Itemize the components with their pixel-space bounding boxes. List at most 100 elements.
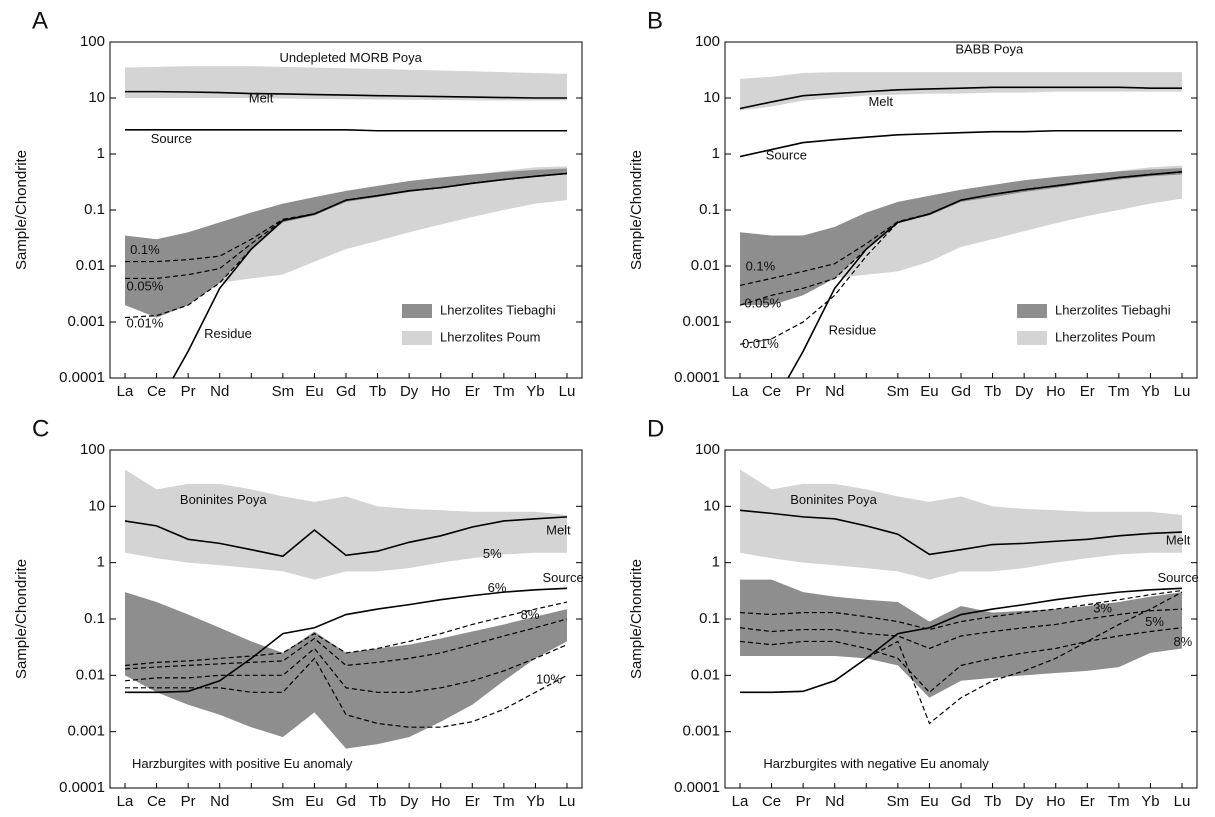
x-tick-label: Ho xyxy=(431,793,450,810)
legend-swatch xyxy=(402,331,432,345)
y-tick-label: 100 xyxy=(695,33,720,50)
band-label: Harzburgites with positive Eu anomaly xyxy=(132,756,353,771)
x-tick-label: Er xyxy=(1080,793,1095,810)
y-axis-title: Sample/Chondrite xyxy=(628,150,645,270)
x-tick-label: Er xyxy=(465,793,480,810)
plot-area xyxy=(124,66,568,378)
y-tick-label: 1 xyxy=(712,554,720,571)
x-tick-label: La xyxy=(117,383,134,400)
line-label: 10% xyxy=(536,671,562,686)
x-tick-label: Yb xyxy=(1141,793,1159,810)
line-label: 0.01% xyxy=(742,336,779,351)
x-tick-label: Yb xyxy=(526,383,544,400)
line-label: Melt xyxy=(1166,533,1191,548)
line-label: Melt xyxy=(868,94,893,109)
x-tick-label: Tb xyxy=(369,793,387,810)
series-line xyxy=(739,86,1182,110)
line-label: 0.01% xyxy=(126,316,163,331)
y-tick-label: 0.1 xyxy=(84,610,105,627)
panel: 0.0001 0.001 0.01 0.1 1 10 100 La Ce Pr Nd Sm Eu Gd Tb… xyxy=(13,7,583,400)
y-tick-label: 0.0001 xyxy=(59,369,105,386)
y-tick-label: 0.01 xyxy=(691,257,720,274)
line-label: Residue xyxy=(204,326,252,341)
line-label: Source xyxy=(151,131,192,146)
x-tick-label: Gd xyxy=(951,793,971,810)
x-tick-label: Sm xyxy=(887,793,910,810)
series-line xyxy=(124,516,568,558)
x-tick-label: Nd xyxy=(825,793,844,810)
x-tick-label: Dy xyxy=(1015,793,1034,810)
x-tick-label: Lu xyxy=(1174,793,1191,810)
x-tick-label: Sm xyxy=(887,383,910,400)
series-line xyxy=(124,172,568,319)
panel-label: D xyxy=(647,415,664,442)
band-label: Boninites Poya xyxy=(180,492,267,507)
line-label: 6% xyxy=(488,580,507,595)
x-tick-label: Tb xyxy=(984,793,1002,810)
panel-label: A xyxy=(32,7,48,34)
x-tick-label: Gd xyxy=(951,383,971,400)
y-tick-label: 10 xyxy=(703,497,720,514)
line-label: 0.1% xyxy=(746,259,776,274)
panel-label: C xyxy=(32,415,49,442)
line-label: 3% xyxy=(1093,600,1112,615)
series-line xyxy=(740,591,1183,725)
panel: 0.0001 0.001 0.01 0.1 1 10 100 La Ce Pr Nd Sm Eu Gd Tb… xyxy=(628,415,1199,810)
y-tick-label: 0.0001 xyxy=(59,779,105,796)
y-tick-label: 0.01 xyxy=(76,257,105,274)
y-tick-label: 10 xyxy=(88,497,105,514)
legend-label: Lherzolites Tiebaghi xyxy=(440,302,556,317)
y-tick-label: 0.01 xyxy=(76,666,105,683)
band xyxy=(125,592,567,749)
line-label: Source xyxy=(1158,570,1199,585)
y-tick-label: 1 xyxy=(712,145,720,162)
y-tick-label: 1 xyxy=(97,145,105,162)
x-tick-label: Gd xyxy=(336,793,356,810)
series-line xyxy=(739,627,1183,694)
y-tick-label: 0.0001 xyxy=(674,369,720,386)
line-label: 8% xyxy=(1173,634,1192,649)
band-label: Boninites Poya xyxy=(790,492,877,507)
series-line xyxy=(125,129,567,132)
plot-area xyxy=(739,72,1183,378)
y-tick-label: 0.001 xyxy=(682,313,720,330)
x-tick-label: Er xyxy=(1080,383,1095,400)
x-tick-label: Lu xyxy=(1174,383,1191,400)
series-line xyxy=(739,171,1183,287)
legend-label: Lherzolites Tiebaghi xyxy=(1055,302,1171,317)
x-tick-label: Nd xyxy=(210,383,229,400)
x-tick-label: La xyxy=(732,793,749,810)
line-label: Melt xyxy=(249,91,274,106)
y-tick-label: 0.01 xyxy=(691,666,720,683)
x-tick-label: Ce xyxy=(147,793,166,810)
y-tick-label: 10 xyxy=(88,89,105,106)
x-tick-label: Ho xyxy=(1046,383,1065,400)
x-tick-label: Dy xyxy=(400,383,419,400)
band xyxy=(740,579,1182,698)
x-tick-label: Pr xyxy=(796,383,811,400)
series-line xyxy=(124,601,568,667)
series-line xyxy=(125,90,567,99)
x-tick-label: Tb xyxy=(984,383,1002,400)
x-tick-label: Nd xyxy=(210,793,229,810)
series-line xyxy=(739,129,1182,158)
y-tick-label: 100 xyxy=(80,441,105,458)
band-label: Harzburgites with negative Eu anomaly xyxy=(763,756,989,771)
line-label: Source xyxy=(766,148,807,163)
legend-swatch xyxy=(1017,304,1047,318)
series-line xyxy=(125,657,568,728)
band xyxy=(125,168,567,318)
legend-label: Lherzolites Poum xyxy=(1055,329,1155,344)
x-tick-label: Ce xyxy=(762,793,781,810)
x-tick-label: Lu xyxy=(559,383,576,400)
x-tick-label: Tm xyxy=(1108,383,1130,400)
x-tick-label: Ce xyxy=(147,383,166,400)
x-tick-label: Tm xyxy=(1108,793,1130,810)
line-label: Melt xyxy=(546,523,571,538)
series-line xyxy=(739,589,1183,631)
plot-area xyxy=(739,469,1183,725)
band xyxy=(740,72,1182,111)
x-tick-label: Yb xyxy=(1141,383,1159,400)
y-tick-label: 0.1 xyxy=(699,610,720,627)
